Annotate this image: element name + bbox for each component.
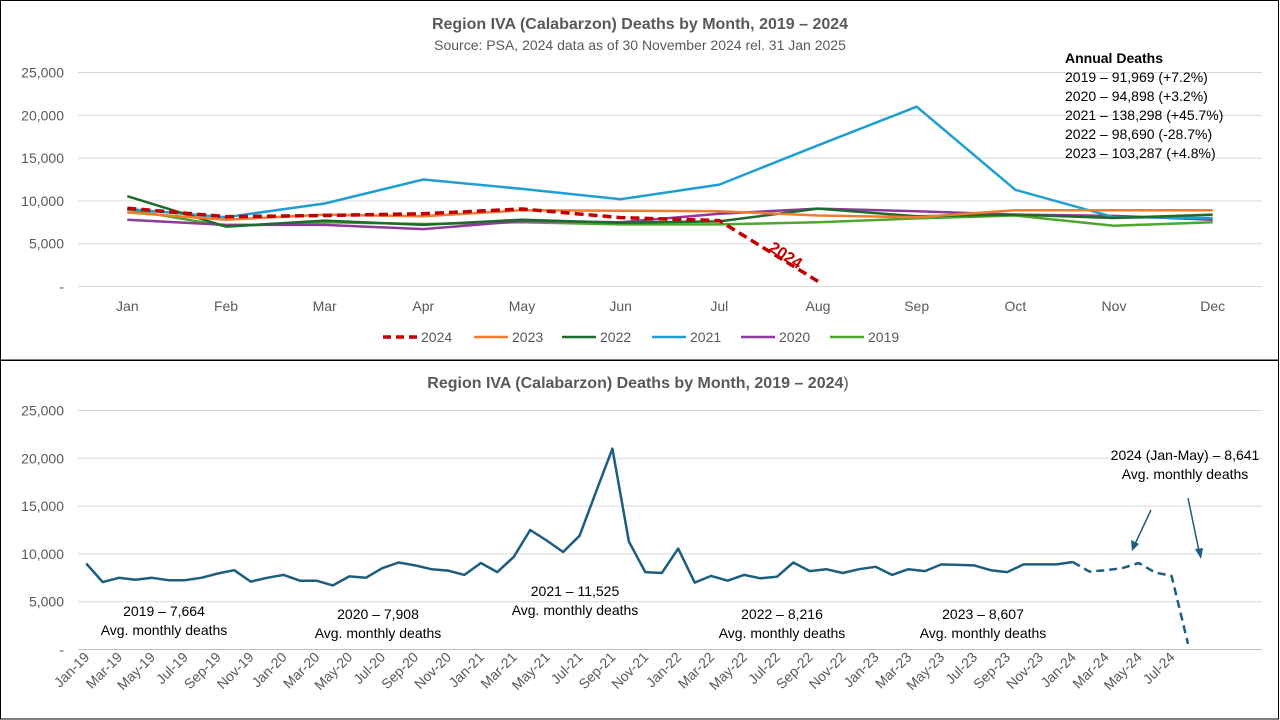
top-x-tick-label: Aug [806,298,831,314]
annual-deaths-2020: 2020 – 94,898 (+3.2%) [1065,88,1208,104]
top-x-tick-label: Feb [214,298,238,314]
arrow-head-left [1131,540,1139,551]
arrow-line-left [1134,509,1152,545]
annual-deaths-box: Annual Deaths 2019 – 91,969 (+7.2%) 2020… [1065,50,1223,161]
top-series-line-2019 [127,208,1213,228]
top-series-line-2021 [127,105,1213,220]
annual-deaths-2019: 2019 – 91,969 (+7.2%) [1065,69,1208,85]
avg-2023-annotation: 2023 – 8,607 Avg. monthly deaths [920,606,1047,641]
top-x-tick-label: Jan [116,298,139,314]
top-chart-title: Region IVA (Calabarzon) Deaths by Month,… [432,16,848,33]
legend-label-2024: 2024 [421,329,452,345]
avg-2024-text: Avg. monthly deaths [1122,466,1249,482]
avg-2024-title: 2024 (Jan-May) – 8,641 [1111,447,1260,463]
top-series-group [126,105,1213,283]
avg-2020-annotation: 2020 – 7,908 Avg. monthly deaths [315,606,442,641]
top-chart: Region IVA (Calabarzon) Deaths by Month,… [21,16,1262,345]
top-y-tick-label: 25,000 [21,65,64,81]
bottom-y-axis: 25,000 20,000 15,000 10,000 5,000 - [21,403,64,658]
top-series-line-2024 [127,206,819,283]
legend-label-2019: 2019 [868,329,899,345]
top-chart-border [0,0,1279,361]
annual-deaths-heading: Annual Deaths [1065,50,1163,66]
bottom-chart-title: Region IVA (Calabarzon) Deaths by Month,… [427,375,848,392]
legend-label-2023: 2023 [512,329,543,345]
top-y-tick-label: 10,000 [21,193,64,209]
top-x-tick-label: Dec [1200,298,1225,314]
legend-label-2022: 2022 [600,329,631,345]
bottom-chart-title-main: Region IVA (Calabarzon) Deaths by Month,… [427,375,843,392]
avg-2023-text: Avg. monthly deaths [920,625,1047,641]
bottom-y-tick-label: - [59,642,64,658]
top-x-tick-label: Nov [1102,298,1127,314]
arrow-head-right [1195,548,1203,559]
top-series-line-2022 [126,195,1213,228]
legend-label-2020: 2020 [779,329,810,345]
bottom-series-line-solid [85,447,1074,587]
bottom-chart-border [0,360,1279,720]
arrow-line-right [1187,497,1200,552]
top-y-tick-label: 20,000 [21,107,64,123]
avg-2019-text: Avg. monthly deaths [101,622,228,638]
avg-2020-title: 2020 – 7,908 [337,606,419,622]
avg-2023-title: 2023 – 8,607 [942,606,1024,622]
top-x-tick-label: Oct [1004,298,1026,314]
avg-2022-title: 2022 – 8,216 [741,606,823,622]
bottom-y-tick-label: 25,000 [21,403,64,419]
top-x-axis: Jan Feb Mar Apr May Jun Jul Aug Sep Oct Nov Dec [116,298,1225,314]
annual-deaths-2023: 2023 – 103,287 (+4.8%) [1065,145,1216,161]
avg-2021-text: Avg. monthly deaths [512,602,639,618]
bottom-y-tick-label: 15,000 [21,498,64,514]
avg-2020-text: Avg. monthly deaths [315,625,442,641]
top-y-axis: 25,000 20,000 15,000 10,000 5,000 - [21,65,64,295]
bottom-y-tick-label: 10,000 [21,546,64,562]
annual-deaths-2022: 2022 – 98,690 (-28.7%) [1065,126,1212,142]
annual-deaths-2021: 2021 – 138,298 (+45.7%) [1065,107,1223,123]
top-y-tick-label: 5,000 [29,236,64,252]
avg-2021-annotation: 2021 – 11,525 Avg. monthly deaths [512,583,639,618]
top-x-tick-label: Sep [904,298,929,314]
top-y-tick-label: 15,000 [21,150,64,166]
top-y-tick-label: - [59,279,64,295]
avg-2022-text: Avg. monthly deaths [719,625,846,641]
bottom-y-tick-label: 20,000 [21,450,64,466]
top-x-tick-label: Jun [609,298,632,314]
top-x-tick-label: Jul [710,298,728,314]
top-series-line-2023 [127,209,1213,221]
legend-label-2021: 2021 [690,329,721,345]
bottom-chart-title-suffix: ) [843,375,848,392]
top-chart-subtitle: Source: PSA, 2024 data as of 30 November… [434,37,846,53]
bottom-gridlines [78,410,1262,650]
top-x-tick-label: Apr [412,298,434,314]
avg-2024-arrows [1131,497,1203,559]
avg-2019-annotation: 2019 – 7,664 Avg. monthly deaths [101,603,228,638]
avg-2022-annotation: 2022 – 8,216 Avg. monthly deaths [719,606,846,641]
top-gridlines [78,72,1262,287]
top-x-tick-label: May [509,298,535,314]
avg-2021-title: 2021 – 11,525 [531,583,620,599]
top-legend: 2024 2023 2022 2021 2020 2019 [383,329,899,345]
bottom-y-tick-label: 5,000 [29,594,64,610]
avg-2024-annotation: 2024 (Jan-May) – 8,641 Avg. monthly deat… [1111,447,1260,482]
top-x-tick-label: Mar [313,298,337,314]
avg-2019-title: 2019 – 7,664 [123,603,205,619]
bottom-series-group [85,447,1190,645]
